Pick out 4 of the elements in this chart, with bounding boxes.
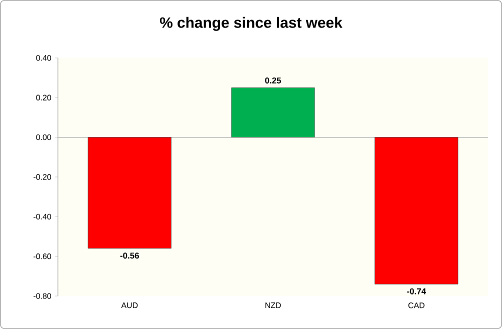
data-label: 0.25 xyxy=(265,78,282,84)
data-label: -0.56 xyxy=(120,252,139,259)
data-label: -0.74 xyxy=(407,288,426,294)
chart-title: % change since last week xyxy=(160,16,342,31)
